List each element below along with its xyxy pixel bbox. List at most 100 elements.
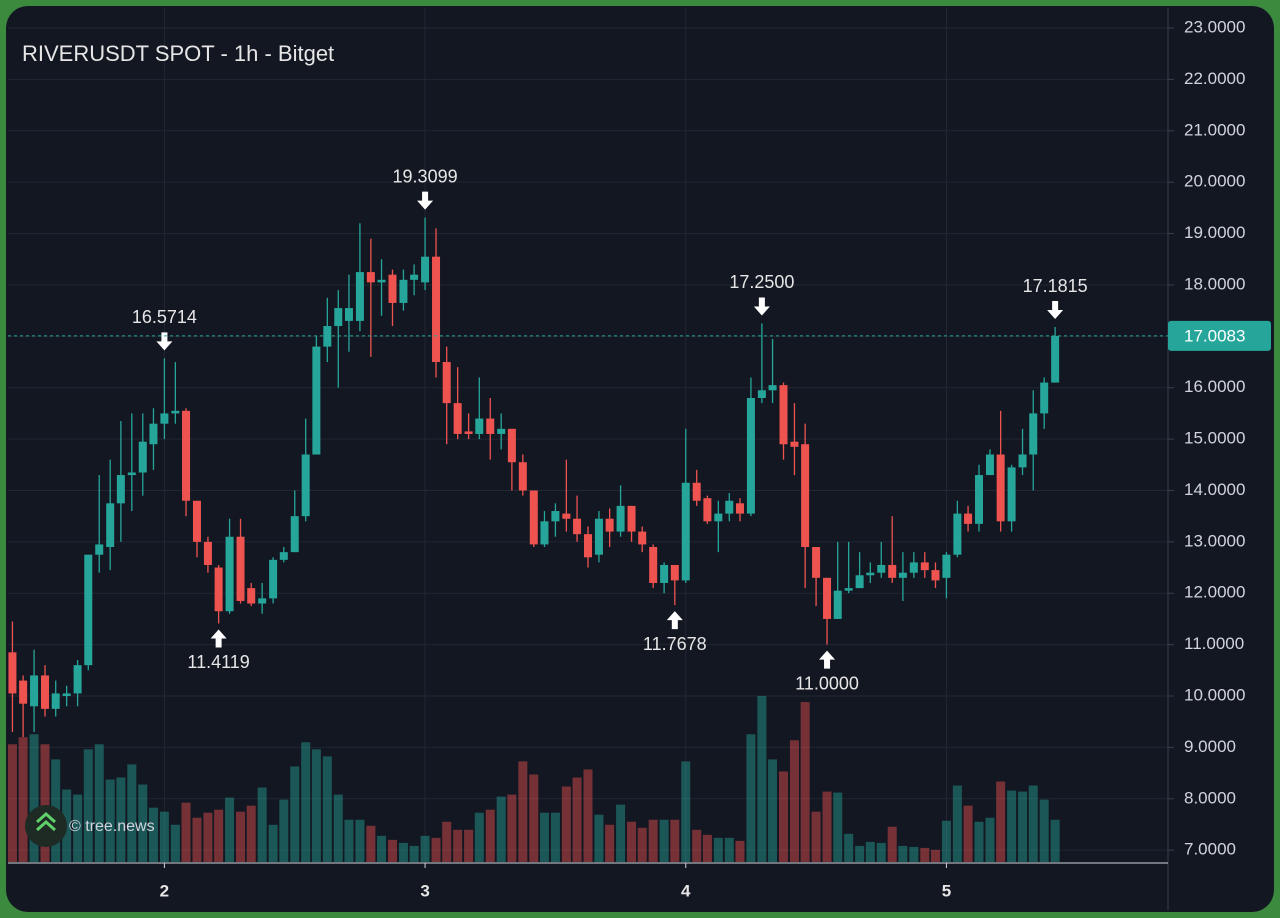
volume-bar [203,812,213,862]
volume-bar [159,811,169,862]
candle-body [410,274,419,280]
panel [6,6,1274,912]
candle-body [909,562,918,573]
candle-body [19,680,28,704]
y-tick-label: 18.0000 [1184,274,1245,293]
volume-bar [833,792,843,862]
candle-body [605,518,614,532]
watermark: © tree.news [25,805,155,847]
y-tick-label: 15.0000 [1184,429,1245,448]
candle-body [768,385,777,391]
y-tick-label: 21.0000 [1184,120,1245,139]
volume-bar [985,817,995,862]
volume-bar [377,835,387,862]
candle-body [1040,382,1049,414]
candle-body [399,279,408,303]
candle-body [138,441,147,473]
volume-bar [746,734,756,862]
volume-bar [333,794,343,862]
candle-body [486,418,495,434]
volume-bar [94,744,104,862]
volume-bar [822,791,832,862]
volume-bar [637,827,647,862]
y-tick-label: 14.0000 [1184,480,1245,499]
volume-bar [138,784,148,862]
candle-body [670,564,679,581]
candle-body [638,531,647,545]
volume-bar [681,761,691,862]
candle-body [377,279,386,283]
y-tick-label: 8.0000 [1184,788,1236,807]
volume-bar [431,837,441,862]
volume-bar [18,737,28,862]
candle-body [84,554,93,666]
candle-body [975,475,984,524]
y-tick-label: 20.0000 [1184,172,1245,191]
volume-bar [507,794,517,862]
volume-bar [930,849,940,862]
volume-bar [898,845,908,862]
volume-bar [83,749,93,862]
candle-body [8,652,17,694]
volume-bar [181,802,191,862]
annotation-label: 11.0000 [795,673,859,693]
volume-bar [344,819,354,862]
x-tick-label: 3 [420,881,429,900]
candle-body [660,564,669,583]
volume-bar [539,812,549,862]
volume-bar [974,821,984,862]
volume-bar [1007,790,1017,862]
annotation-label: 17.2500 [729,272,794,292]
volume-bar [920,847,930,862]
volume-bar [268,824,278,862]
volume-bar [442,821,452,862]
volume-bar [398,842,408,862]
candle-body [116,475,125,504]
candle-body [475,418,484,434]
candle-body [344,308,353,321]
candle-body [41,675,50,709]
volume-bar [909,846,919,862]
volume-bar [768,759,778,862]
volume-bar [789,740,799,862]
volume-bar [963,805,973,862]
candle-body [812,546,821,578]
volume-bar [583,769,593,862]
candle-body [540,521,549,545]
x-tick-label: 2 [160,881,169,900]
volume-bar [952,785,962,862]
candle-body [236,536,245,601]
candle-body [877,564,886,573]
volume-bar [387,839,397,862]
candle-body [920,562,929,571]
candle-body [1007,467,1016,522]
candle-body [507,428,516,463]
y-tick-label: 7.0000 [1184,840,1236,859]
volume-bar [474,812,484,862]
volume-bar [214,809,224,862]
volume-bar [529,774,539,862]
candle-body [106,503,115,547]
candle-body [432,256,441,363]
volume-bar [420,835,430,862]
y-tick-label: 19.0000 [1184,223,1245,242]
annotation-arrow [666,611,683,630]
annotation-label: 16.5714 [132,307,197,327]
volume-bar [355,819,365,862]
volume-bar [1018,791,1028,862]
candle-body [844,588,853,591]
candle-layer [8,217,1060,738]
volume-bar [225,797,235,862]
candle-body [127,472,136,476]
candle-body [62,693,71,697]
candle-body [1018,454,1027,468]
x-tick-label: 5 [942,881,951,900]
candle-body [518,462,527,491]
candle-body [735,503,744,514]
volume-bar [605,824,615,862]
candle-body [779,385,788,445]
candle-body [51,693,60,709]
annotation-label: 11.7678 [643,634,707,654]
candle-body [573,518,582,535]
